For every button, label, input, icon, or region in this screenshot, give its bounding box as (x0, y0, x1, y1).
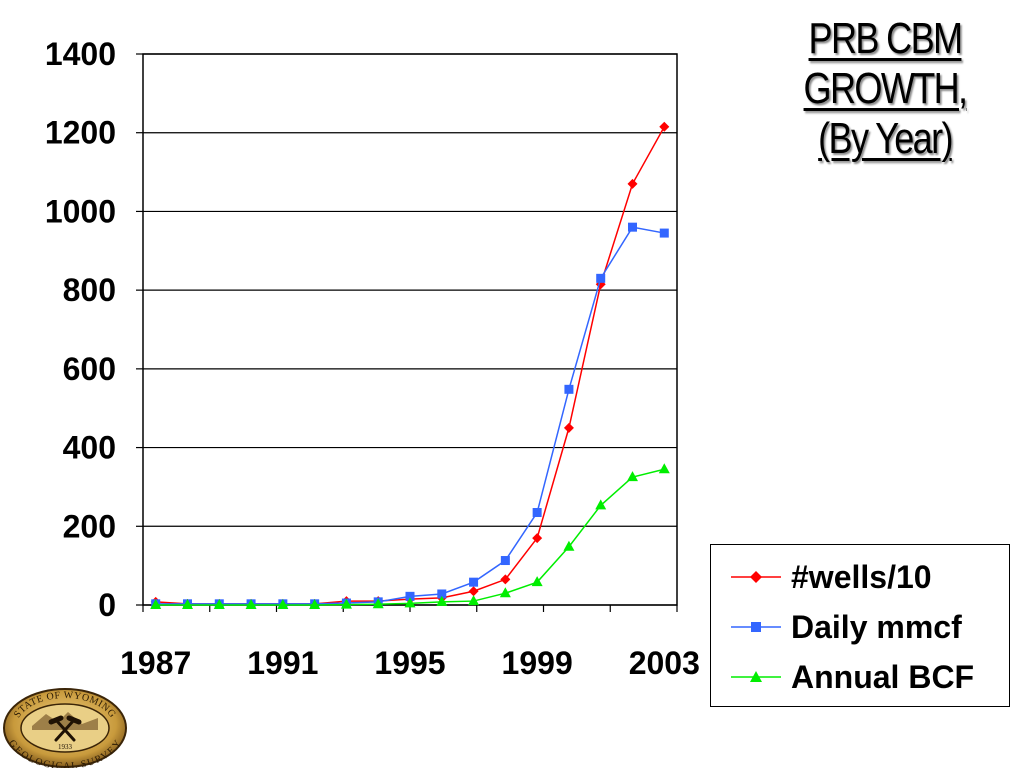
x-tick-label-1995: 1995 (374, 645, 445, 681)
data-point-0-1998 (500, 574, 511, 585)
data-point-2-1987 (150, 599, 162, 609)
legend-annual-marker (731, 671, 781, 682)
axes (136, 53, 678, 612)
x-tick-label-1999: 1999 (502, 645, 573, 681)
data-point-2-1991 (277, 599, 289, 609)
data-point-1-2002 (628, 222, 637, 232)
y-tick-labels: 0 200 400 600 800 1000 1200 1400 (45, 36, 116, 623)
y-tick-label-400: 400 (63, 430, 116, 466)
y-tick-label-0: 0 (98, 587, 116, 623)
data-point-1-1998 (500, 556, 510, 566)
title-line-1: PRB CBM (808, 14, 964, 63)
y-tick-label-1000: 1000 (45, 193, 116, 229)
data-point-0-2002 (627, 178, 638, 189)
data-point-2-1988 (182, 599, 193, 609)
data-point-2-1995 (404, 597, 416, 608)
data-point-2-1989 (213, 599, 225, 609)
legend-label-daily: Daily mmcf (791, 608, 962, 645)
title-line-3: (By Year) (818, 114, 953, 163)
chart-title: PRB CBM GROWTH, (By Year) (783, 14, 988, 164)
data-point-2-1992 (309, 599, 321, 609)
plot-area-border (142, 53, 678, 606)
x-tick-labels: 1987 1991 1995 1999 2003 (120, 645, 700, 681)
data-point-2-2003 (658, 463, 670, 474)
x-tick-label-1991: 1991 (247, 645, 318, 681)
legend-item-wells: #wells/10 (729, 557, 932, 597)
data-point-1-2003 (659, 228, 669, 238)
data-point-0-2000 (563, 422, 574, 433)
data-point-2-1998 (499, 587, 511, 598)
series-line-1 (155, 226, 665, 605)
data-point-1-2000 (564, 384, 574, 394)
x-tick-label-1987: 1987 (120, 645, 191, 681)
legend-daily-marker (731, 622, 781, 632)
y-tick-label-1400: 1400 (45, 36, 116, 72)
legend-label-annual: Annual BCF (791, 658, 975, 695)
data-point-2-2002 (627, 471, 638, 482)
crossed-hammers-icon (48, 715, 82, 742)
y-tick-label-600: 600 (63, 351, 116, 387)
legend-item-annual: Annual BCF (729, 657, 974, 697)
series-1 (151, 222, 669, 609)
seal-year: 1933 (58, 743, 73, 751)
data-point-2-2001 (595, 499, 607, 510)
data-point-2-1990 (245, 599, 257, 609)
wyoming-geological-survey-seal: STATE OF WYOMING GEOLOGICAL SURVEY 1933 (3, 688, 127, 768)
gridlines (143, 53, 677, 606)
data-point-2-1994 (372, 598, 384, 609)
series-2 (150, 463, 670, 609)
data-point-0-2003 (659, 121, 670, 132)
data-point-1-1997 (469, 577, 479, 587)
y-tick-label-800: 800 (63, 272, 116, 308)
series-0 (150, 121, 670, 609)
data-point-2-1999 (531, 576, 543, 587)
series-line-0 (155, 126, 665, 605)
legend: #wells/10 Daily mmcf Annual BCF (710, 544, 1010, 707)
legend-item-daily: Daily mmcf (729, 607, 962, 647)
legend-wells-marker (731, 571, 781, 583)
data-point-2-1993 (340, 598, 352, 609)
data-point-1-1996 (437, 589, 447, 599)
data-point-2-2000 (563, 540, 575, 551)
data-point-2-1996 (436, 595, 448, 606)
data-point-0-1997 (468, 586, 479, 597)
x-tick-label-2003: 2003 (629, 645, 700, 681)
legend-label-wells: #wells/10 (791, 558, 932, 595)
y-tick-label-1200: 1200 (45, 115, 116, 151)
data-point-2-1997 (468, 595, 480, 606)
data-point-1-2001 (596, 273, 606, 283)
data-point-1-1995 (405, 591, 415, 601)
data-point-1-1999 (532, 508, 542, 518)
y-tick-label-200: 200 (63, 508, 116, 544)
title-line-2: GROWTH, (803, 64, 969, 113)
data-point-0-1999 (532, 533, 543, 544)
series (150, 121, 670, 609)
series-line-2 (155, 468, 665, 606)
